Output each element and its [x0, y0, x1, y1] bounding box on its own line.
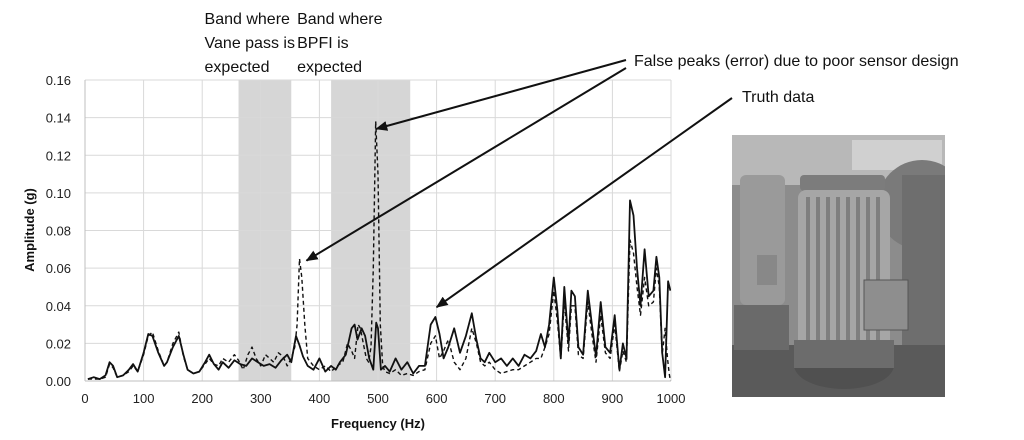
tick-labels: 0 100 200 300 400 500 600 700 800 900 1000 0.00 0.02…	[46, 73, 686, 406]
x-tick-label-8: 800	[543, 391, 565, 406]
x-tick-label-5: 500	[367, 391, 389, 406]
x-tick-label-6: 600	[426, 391, 448, 406]
x-tick-label-7: 700	[484, 391, 506, 406]
band-label-1-line-1: Band where	[205, 11, 290, 28]
x-tick-label-4: 400	[309, 391, 331, 406]
axes	[84, 80, 671, 382]
y-tick-label-5: 0.10	[46, 186, 71, 201]
annotation-truth-data: Truth data	[742, 89, 814, 106]
y-tick-label-2: 0.04	[46, 299, 71, 314]
false-peak-arrow-2	[305, 67, 627, 262]
band-label-2-line-2: BPFI is	[297, 35, 349, 52]
y-tick-label-8: 0.16	[46, 73, 71, 88]
annotations: False peaks (error) due to poor sensor d…	[305, 53, 959, 308]
series-line-dashed	[87, 120, 671, 381]
false-peak-arrow-1	[375, 59, 627, 131]
band-label-2-line-1: Band where	[297, 11, 382, 28]
y-tick-label-7: 0.14	[46, 111, 71, 126]
annotation-false-peaks: False peaks (error) due to poor sensor d…	[634, 53, 959, 70]
x-tick-label-9: 900	[602, 391, 624, 406]
electric-motor-photo-icon	[732, 135, 945, 397]
x-tick-label-2: 200	[191, 391, 213, 406]
x-axis-title: Frequency (Hz)	[331, 416, 425, 431]
y-tick-label-4: 0.08	[46, 224, 71, 239]
band-label-1-line-2: Vane pass is	[205, 35, 295, 52]
y-tick-label-1: 0.02	[46, 336, 71, 351]
y-axis-title: Amplitude (g)	[22, 188, 37, 272]
x-tick-label-10: 1000	[657, 391, 686, 406]
truth-data-arrow-1	[435, 97, 733, 308]
band-label-1-line-3: expected	[205, 59, 270, 76]
y-tick-label-3: 0.06	[46, 261, 71, 276]
x-tick-label-0: 0	[81, 391, 88, 406]
y-tick-label-0: 0.00	[46, 374, 71, 389]
x-tick-label-1: 100	[133, 391, 155, 406]
y-tick-label-6: 0.12	[46, 148, 71, 163]
motor-photo	[732, 135, 945, 397]
series-group	[87, 120, 671, 381]
band-label-2-line-3: expected	[297, 59, 362, 76]
x-tick-label-3: 300	[250, 391, 272, 406]
